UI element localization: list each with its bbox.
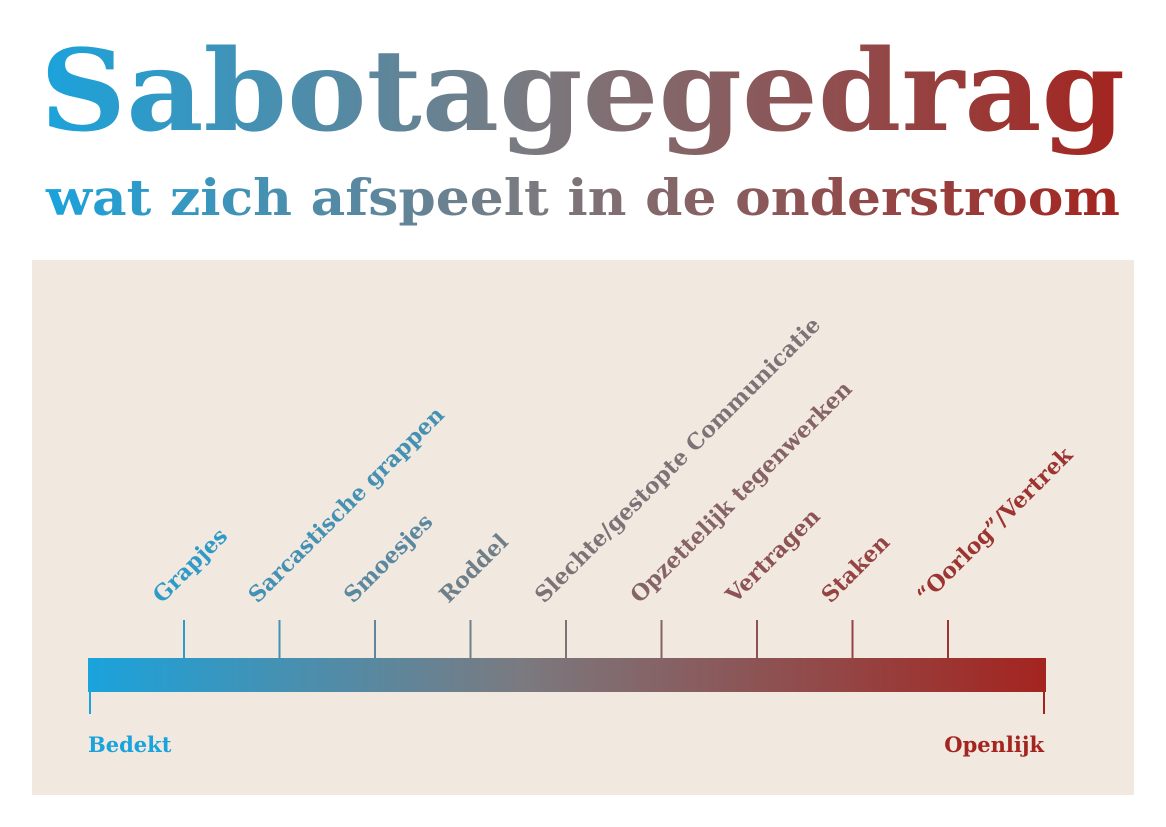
title: Sabotagegedrag [40, 26, 1125, 157]
start-label: Bedekt [88, 732, 172, 757]
panel [32, 260, 1134, 795]
end-label: Openlijk [944, 732, 1044, 757]
subtitle: wat zich afspeelt in de onderstroom [45, 168, 1120, 227]
scale-bar [88, 658, 1046, 692]
